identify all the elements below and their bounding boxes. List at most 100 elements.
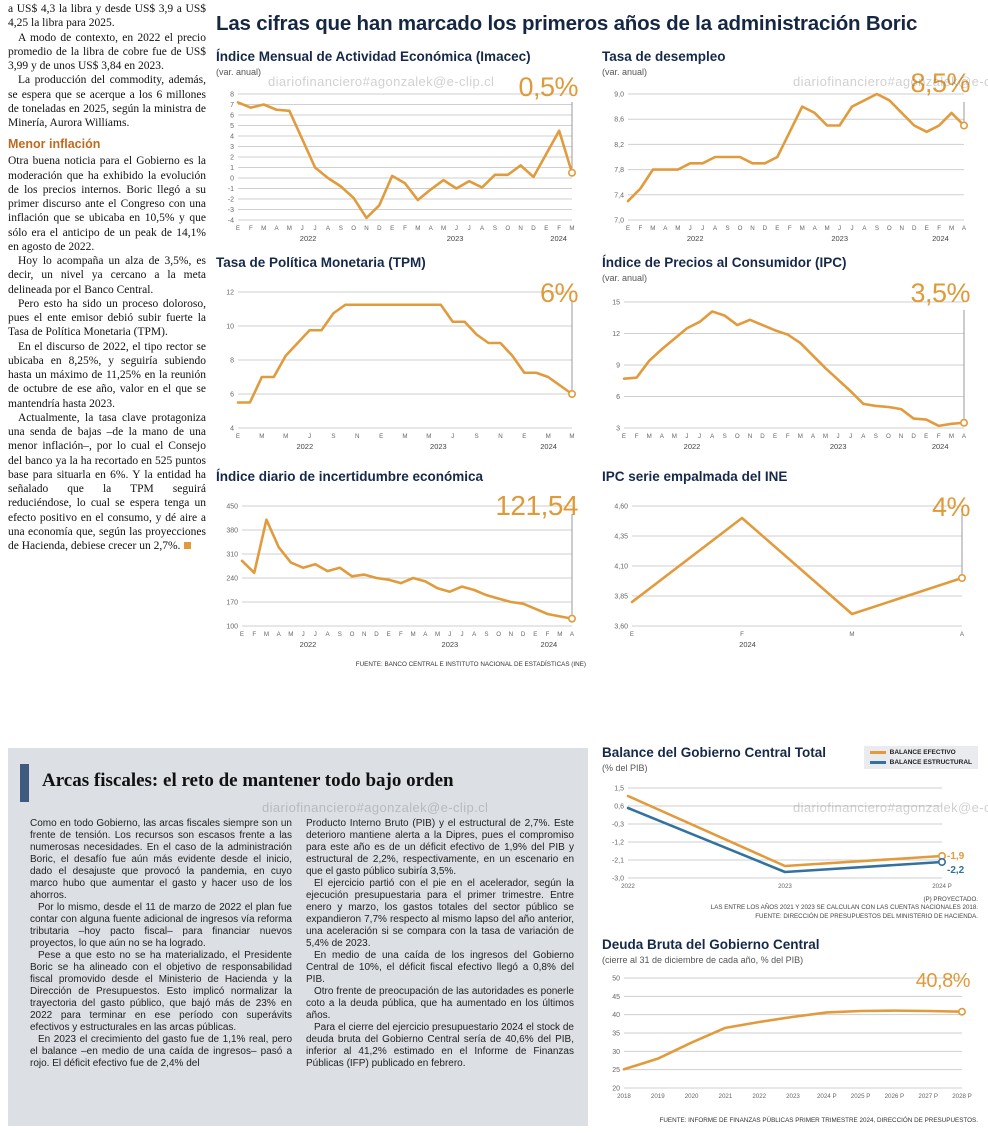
x-axis-tick: A: [480, 225, 485, 232]
y-axis-tick: 8: [230, 92, 234, 99]
y-axis-tick: 1,5: [614, 786, 624, 793]
x-axis-tick: N: [364, 225, 368, 232]
x-axis-tick: N: [362, 631, 366, 638]
paragraph: La producción del commodity, además, se …: [8, 74, 206, 129]
x-axis-tick: O: [496, 631, 501, 638]
fiscal-title: Arcas fiscales: el reto de mantener todo…: [42, 770, 454, 791]
x-axis-tick: O: [886, 433, 891, 440]
y-axis-tick: 40: [612, 1012, 620, 1019]
x-axis-year: 2023: [430, 442, 447, 451]
y-axis-tick: 10: [226, 324, 234, 331]
chart-big-value: 0,5%: [518, 72, 578, 102]
x-axis-tick: 2021: [719, 1093, 733, 1100]
y-axis-tick: 7,8: [614, 167, 624, 174]
y-axis-tick: 50: [612, 976, 620, 983]
x-axis-tick: E: [236, 225, 240, 232]
x-axis-tick: O: [738, 225, 743, 232]
end-marker: [957, 1007, 966, 1016]
y-axis-tick: 5: [230, 123, 234, 130]
chart-big-value: 3,5%: [910, 278, 970, 308]
series-end-label: -1,9: [947, 851, 965, 862]
x-axis-tick: F: [786, 433, 790, 440]
x-axis-year: 2024: [932, 442, 949, 451]
y-axis-tick: 2: [230, 155, 234, 162]
paragraph: Actualmente, la tasa clave protagoniza u…: [8, 411, 206, 552]
x-axis-tick: M: [672, 433, 677, 440]
end-marker: [937, 858, 946, 867]
end-marker: [959, 418, 968, 427]
x-axis-year: 2022: [687, 234, 704, 243]
y-axis-tick: 7: [230, 102, 234, 109]
x-axis-tick: E: [924, 433, 928, 440]
left-article-bottom-paragraphs: Otra buena noticia para el Gobierno es l…: [8, 154, 206, 553]
chart-title: Índice diario de incertidumbre económica: [216, 469, 484, 484]
x-axis-tick: E: [775, 225, 779, 232]
y-axis-tick: -3,0: [612, 876, 624, 883]
y-axis-tick: 0,6: [614, 804, 624, 811]
x-axis-tick: M: [441, 225, 446, 232]
left-article: a US$ 4,3 la libra y desde US$ 3,9 a US$…: [8, 2, 206, 716]
x-axis-tick: M: [569, 225, 574, 232]
x-axis-tick: A: [663, 225, 668, 232]
x-axis-tick: E: [773, 433, 777, 440]
y-axis-tick: 6: [230, 113, 234, 120]
x-axis-tick: D: [911, 433, 916, 440]
x-axis-tick: M: [569, 433, 574, 440]
x-axis-tick: S: [331, 433, 335, 440]
y-axis-tick: 7,0: [614, 218, 624, 225]
x-axis-year: 2024: [550, 234, 567, 243]
x-axis-tick: O: [351, 225, 356, 232]
legend-label: BALANCE ESTRUCTURAL: [889, 759, 972, 766]
x-axis-tick: 2018: [617, 1093, 631, 1100]
x-axis-tick: A: [962, 225, 967, 232]
x-axis-tick: F: [252, 631, 256, 638]
paragraph: En 2023 el crecimiento del gasto fue de …: [30, 1034, 292, 1069]
x-axis-tick: A: [570, 631, 575, 638]
x-axis-tick: F: [639, 225, 643, 232]
paragraph: a US$ 4,3 la libra y desde US$ 3,9 a US$…: [8, 3, 206, 30]
x-axis-tick: F: [546, 631, 550, 638]
chart-card-incertidumbre: Índice diario de incertidumbre económica…: [216, 469, 586, 670]
fiscal-accent-bar: [20, 764, 29, 802]
line-series: [626, 806, 944, 874]
x-axis-tick: A: [861, 433, 866, 440]
y-axis-tick: 6: [616, 394, 620, 401]
x-axis-tick: M: [849, 631, 854, 638]
x-axis-year: 2023: [831, 234, 848, 243]
y-axis-tick: 100: [226, 624, 238, 631]
y-axis-tick: 310: [226, 552, 238, 559]
paragraph: En el discurso de 2022, el tipo rector s…: [8, 340, 206, 410]
x-axis-tick: E: [236, 433, 240, 440]
x-axis-tick: D: [374, 631, 379, 638]
x-axis-tick: M: [435, 631, 440, 638]
balance-legend: BALANCE EFECTIVO BALANCE ESTRUCTURAL: [863, 746, 978, 769]
x-axis-tick: A: [277, 631, 282, 638]
y-axis-tick: -1: [228, 186, 234, 193]
x-axis-tick: A: [326, 225, 331, 232]
y-axis-tick: 35: [612, 1031, 620, 1038]
x-axis-tick: E: [387, 631, 391, 638]
x-axis-tick: 2028 P: [952, 1093, 972, 1100]
chart-card-balance: Balance del Gobierno Central Total BALAN…: [602, 745, 978, 932]
y-axis-tick: 20: [612, 1086, 620, 1093]
x-axis-tick: N: [750, 225, 754, 232]
y-axis-tick: 170: [226, 600, 238, 607]
chart-card-deuda: Deuda Bruta del Gobierno Central (cierre…: [602, 937, 978, 1126]
x-axis-year: 2022: [684, 442, 701, 451]
x-axis-tick: J: [460, 631, 463, 638]
paragraph: Pero esto ha sido un proceso doloroso, p…: [8, 297, 206, 339]
x-axis-tick: F: [937, 433, 941, 440]
x-axis-tick: A: [429, 225, 434, 232]
y-axis-tick: 4,60: [614, 504, 628, 511]
x-axis-tick: E: [925, 225, 929, 232]
y-axis-tick: 4,10: [614, 564, 628, 571]
x-axis-tick: A: [811, 433, 816, 440]
chart-subtitle: (cierre al 31 de diciembre de cada año, …: [602, 954, 804, 965]
chart-title: Deuda Bruta del Gobierno Central: [602, 937, 820, 952]
x-axis-tick: M: [650, 225, 655, 232]
x-axis-tick: F: [403, 225, 407, 232]
chart-title: Índice Mensual de Actividad Económica (I…: [216, 49, 531, 64]
